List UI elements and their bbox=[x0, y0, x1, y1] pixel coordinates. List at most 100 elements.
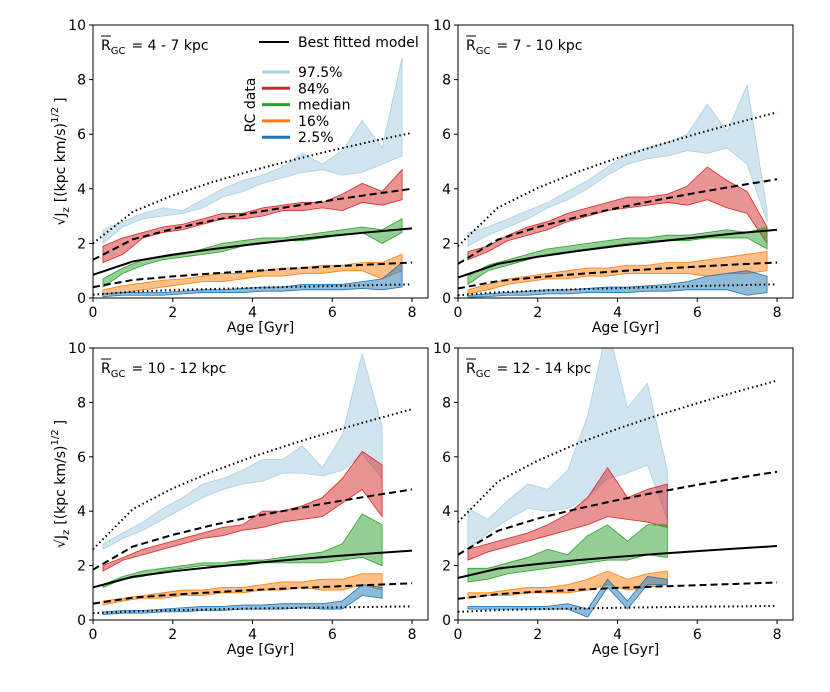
legend-title: RC data bbox=[243, 78, 259, 133]
annotation-text: = 4 - 7 kpc bbox=[131, 38, 208, 54]
model-line bbox=[93, 582, 413, 605]
band bbox=[102, 168, 403, 264]
y-tick-label: 10 bbox=[433, 18, 451, 34]
y-label-unit: [(kpc km/s) bbox=[53, 123, 69, 202]
panel: 0 2 4 6 8 0 2 4 6 8 10 Age [Gyr] √Jz [(kpc km/s)1/2] R… bbox=[50, 341, 429, 658]
panel-annotation: RGC = 12 - 14 kpc bbox=[466, 361, 591, 380]
y-tick-label: 8 bbox=[442, 395, 451, 411]
x-tick-label: 4 bbox=[248, 305, 257, 321]
y-tick-label: 10 bbox=[68, 18, 86, 34]
annotation-symbol: R bbox=[101, 361, 111, 377]
x-tick-label: 2 bbox=[168, 305, 177, 321]
y-tick-label: 6 bbox=[77, 127, 86, 143]
legend-model-label: Best fitted model bbox=[298, 35, 419, 51]
annotation-subscript: GC bbox=[111, 46, 126, 57]
plot-area bbox=[93, 353, 413, 615]
y-tick-label: 4 bbox=[77, 504, 86, 520]
x-tick-label: 2 bbox=[533, 627, 542, 643]
y-tick-label: 8 bbox=[77, 73, 86, 89]
axes-frame bbox=[92, 347, 429, 621]
model-line bbox=[458, 545, 778, 579]
band bbox=[102, 584, 383, 615]
plot-area bbox=[93, 57, 413, 298]
model-line bbox=[458, 228, 778, 279]
legend-label: median bbox=[298, 98, 350, 114]
y-tick-label: 0 bbox=[77, 291, 86, 307]
annotation-symbol: R bbox=[466, 38, 476, 54]
band bbox=[102, 57, 403, 245]
band bbox=[467, 83, 768, 247]
band bbox=[102, 261, 403, 298]
y-label-sub: z bbox=[61, 207, 72, 212]
model-line bbox=[458, 111, 778, 247]
x-tick-label: 4 bbox=[248, 627, 257, 643]
panel-annotation: RGC = 7 - 10 kpc bbox=[466, 38, 582, 57]
y-tick-label: 4 bbox=[442, 182, 451, 198]
x-tick-label: 8 bbox=[773, 627, 782, 643]
y-label-unit: [(kpc km/s) bbox=[53, 445, 69, 524]
legend-label: 2.5% bbox=[298, 130, 334, 146]
y-tick-label: 10 bbox=[68, 341, 86, 357]
annotation-text: = 12 - 14 kpc bbox=[496, 361, 591, 377]
y-label-sup: 1/2 bbox=[50, 107, 61, 123]
band bbox=[102, 450, 383, 572]
y-tick-label: 10 bbox=[433, 341, 451, 357]
y-axis-label: √Jz [(kpc km/s)1/2] bbox=[50, 420, 72, 548]
y-tick-label: 2 bbox=[442, 559, 451, 575]
y-label-main: √J bbox=[53, 213, 69, 226]
model-line bbox=[93, 261, 413, 289]
plot-area bbox=[458, 83, 778, 298]
model-line bbox=[93, 488, 413, 571]
annotation-subscript: GC bbox=[111, 369, 126, 380]
panel: 0 2 4 6 8 0 2 4 6 8 10 Age [Gyr] √Jz [(kpc km/s)1/2] R… bbox=[50, 18, 429, 336]
band bbox=[102, 513, 383, 588]
x-tick-label: 2 bbox=[168, 627, 177, 643]
y-label-end: ] bbox=[53, 420, 69, 425]
legend-label: 84% bbox=[298, 81, 329, 97]
y-tick-label: 2 bbox=[442, 236, 451, 252]
legend-label: 16% bbox=[298, 114, 329, 130]
y-label-sup: 1/2 bbox=[50, 429, 61, 445]
x-tick-label: 6 bbox=[693, 305, 702, 321]
x-tick-label: 8 bbox=[408, 627, 417, 643]
y-label-end: ] bbox=[53, 97, 69, 102]
model-line bbox=[93, 227, 413, 276]
panel: 0 2 4 6 8 0 2 4 6 8 10 Age [Gyr] RGC = 7 - 10 kpc bbox=[433, 18, 794, 336]
y-tick-label: 0 bbox=[442, 291, 451, 307]
x-tick-label: 0 bbox=[89, 305, 98, 321]
band bbox=[102, 573, 383, 606]
panel-annotation: RGC = 10 - 12 kpc bbox=[101, 361, 226, 380]
band bbox=[467, 270, 768, 298]
panel-annotation: RGC = 4 - 7 kpc bbox=[101, 38, 209, 57]
model-line bbox=[93, 187, 413, 261]
y-label-main: √J bbox=[53, 535, 69, 548]
y-tick-label: 4 bbox=[77, 182, 86, 198]
annotation-text: = 7 - 10 kpc bbox=[496, 38, 582, 54]
annotation-subscript: GC bbox=[476, 369, 491, 380]
x-axis-label: Age [Gyr] bbox=[592, 320, 659, 336]
x-tick-label: 2 bbox=[533, 305, 542, 321]
panel: 0 2 4 6 8 0 2 4 6 8 10 Age [Gyr] RGC = 12 - 14 kpc bbox=[433, 341, 794, 658]
band bbox=[467, 251, 768, 295]
x-tick-label: 8 bbox=[773, 305, 782, 321]
model-line bbox=[458, 604, 778, 613]
axes-frame bbox=[457, 24, 794, 299]
x-tick-label: 6 bbox=[693, 627, 702, 643]
model-line bbox=[458, 581, 778, 600]
model-line bbox=[93, 283, 413, 296]
annotation-symbol: R bbox=[466, 361, 476, 377]
y-tick-label: 6 bbox=[77, 450, 86, 466]
annotation-subscript: GC bbox=[476, 46, 491, 57]
x-tick-label: 8 bbox=[408, 305, 417, 321]
x-tick-label: 6 bbox=[328, 305, 337, 321]
x-tick-label: 0 bbox=[454, 627, 463, 643]
y-tick-label: 2 bbox=[77, 559, 86, 575]
x-axis-label: Age [Gyr] bbox=[227, 320, 294, 336]
y-label-sub: z bbox=[61, 530, 72, 535]
band bbox=[102, 353, 383, 550]
x-tick-label: 0 bbox=[454, 305, 463, 321]
model-line bbox=[93, 549, 413, 589]
y-tick-label: 4 bbox=[442, 504, 451, 520]
model-line bbox=[93, 605, 413, 615]
